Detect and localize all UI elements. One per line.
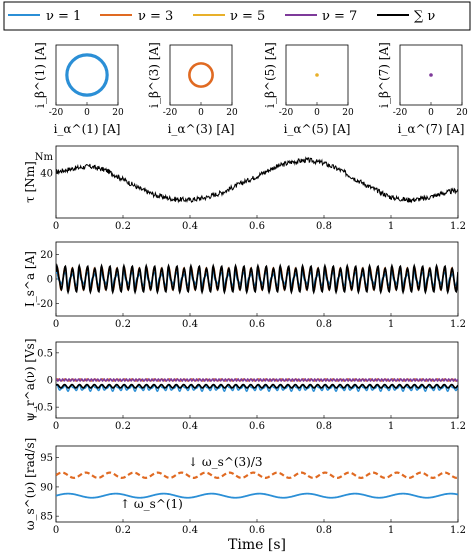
x-tick-label: 0	[53, 319, 59, 330]
y-tick-label: -20	[37, 299, 53, 310]
y-tick-label: 40	[40, 169, 53, 180]
annotation-label: ↓ ω_s^(3)/3	[188, 455, 263, 469]
lissajous-trace	[188, 62, 214, 88]
x-tick-label: 0.2	[115, 319, 131, 330]
lissajous-trace	[65, 53, 109, 97]
lissajous-dot	[315, 73, 319, 77]
x-tick-label: 0.8	[316, 421, 332, 432]
panel-frame	[55, 145, 459, 219]
x-tick-label: 0.2	[115, 525, 131, 536]
x-tick-label: -20	[49, 108, 64, 118]
x-tick-label: 1.2	[450, 221, 466, 232]
series-line	[56, 156, 458, 204]
legend-label: ∑ ν	[414, 9, 435, 24]
x-tick-label: 0	[198, 108, 204, 118]
x-tick-label: 20	[456, 108, 468, 118]
lissajous-panel: -20 0 20 i_α^(5) [A] i_β^(5) [A]	[263, 42, 354, 136]
x-tick-label: 20	[226, 108, 238, 118]
legend-label: ν = 5	[230, 9, 265, 24]
series-line	[56, 471, 458, 479]
timeseries-panel: 0 0.2 0.4 0.6 0.8 1 1.2-0.500.5ψ_r^a(ν) [Vs]	[23, 338, 466, 432]
y-axis-label: i_β^(1) [A]	[33, 42, 47, 108]
lissajous-panel: -20 0 20 i_α^(7) [A] i_β^(7) [A]	[377, 42, 468, 136]
y-axis-label: ω_s^(ν) [rad/s]	[23, 438, 37, 531]
x-tick-label: 0	[84, 108, 90, 118]
x-tick-label: 1	[388, 221, 394, 232]
x-tick-label: 0	[53, 421, 59, 432]
x-tick-label: 0.8	[316, 221, 332, 232]
y-tick-label: 0.5	[37, 348, 53, 359]
y-tick-label: -0.5	[34, 403, 53, 414]
timeseries-panel: 0 0.2 0.4 0.6 0.8 1 1.2 85 90 95ω_s^(ν) [rad/s] Ti…	[23, 438, 466, 553]
x-tick-label: 0.2	[115, 221, 131, 232]
lissajous-dot	[429, 73, 433, 77]
x-tick-label: 0.4	[182, 525, 198, 536]
x-tick-label: 0	[428, 108, 434, 118]
x-tick-label: 20	[342, 108, 354, 118]
x-tick-label: 0.8	[316, 319, 332, 330]
x-tick-label: 1	[388, 525, 394, 536]
y-axis-label: i_β^(7) [A]	[377, 42, 391, 108]
x-tick-label: 1	[388, 319, 394, 330]
panel-frame	[169, 44, 233, 106]
x-tick-label: 0	[53, 221, 59, 232]
y-tick-label: 20	[40, 250, 53, 261]
x-tick-label: -20	[393, 108, 408, 118]
x-axis-label: Time [s]	[228, 537, 286, 553]
y-tick-label: 0	[47, 275, 53, 286]
lissajous-panel: -20 0 20 i_α^(1) [A] i_β^(1) [A]	[33, 42, 124, 136]
legend-label: ν = 7	[322, 9, 357, 24]
panel-frame	[55, 445, 459, 523]
x-tick-label: 0.6	[249, 319, 265, 330]
y-tick-label: 0	[47, 376, 53, 387]
x-tick-label: 0.4	[182, 221, 198, 232]
x-tick-label: 1.2	[450, 421, 466, 432]
x-tick-label: 0	[53, 525, 59, 536]
legend-label: ν = 3	[138, 9, 173, 24]
y-axis-label: I_s^a [A]	[23, 251, 37, 307]
series-line	[56, 492, 458, 499]
x-axis-label: i_α^(5) [A]	[284, 122, 351, 136]
legend: ν = 1 ν = 3 ν = 5 ν = 7 ∑ ν	[3, 1, 471, 31]
x-tick-label: 0.6	[249, 221, 265, 232]
y-tick-label: 90	[40, 482, 53, 493]
x-tick-label: 20	[112, 108, 124, 118]
y-axis-label: i_β^(3) [A]	[147, 42, 161, 108]
y-tick-label: 95	[40, 453, 53, 464]
lissajous-panel: -20 0 20 i_α^(3) [A] i_β^(3) [A]	[147, 42, 238, 136]
series-line	[56, 263, 458, 295]
y-tick-label: 85	[40, 512, 53, 523]
y-axis-label: ψ_r^a(ν) [Vs]	[23, 338, 37, 421]
x-tick-label: 0.2	[115, 421, 131, 432]
x-axis-label: i_α^(7) [A]	[398, 122, 465, 136]
series-line	[56, 377, 458, 383]
y-tick-label: Nm	[35, 152, 54, 163]
x-tick-label: -20	[163, 108, 178, 118]
annotation-label: ↑ ω_s^(1)	[120, 497, 183, 511]
x-tick-label: 1.2	[450, 319, 466, 330]
x-tick-label: 0	[314, 108, 320, 118]
x-tick-label: 0.4	[182, 421, 198, 432]
x-tick-label: 0.8	[316, 525, 332, 536]
x-tick-label: 0.6	[249, 421, 265, 432]
timeseries-panel: 0 0.2 0.4 0.6 0.8 1 1.2 40 Nmτ [Nm]	[23, 145, 466, 232]
series-line	[56, 383, 458, 389]
y-axis-label: τ [Nm]	[23, 161, 37, 203]
x-axis-label: i_α^(3) [A]	[168, 122, 235, 136]
x-tick-label: 0.4	[182, 319, 198, 330]
legend-label: ν = 1	[46, 9, 81, 24]
x-axis-label: i_α^(1) [A]	[54, 122, 121, 136]
x-tick-label: 1.2	[450, 525, 466, 536]
x-tick-label: 0.6	[249, 525, 265, 536]
x-tick-label: 1	[388, 421, 394, 432]
y-axis-label: i_β^(5) [A]	[263, 42, 277, 108]
x-tick-label: -20	[279, 108, 294, 118]
